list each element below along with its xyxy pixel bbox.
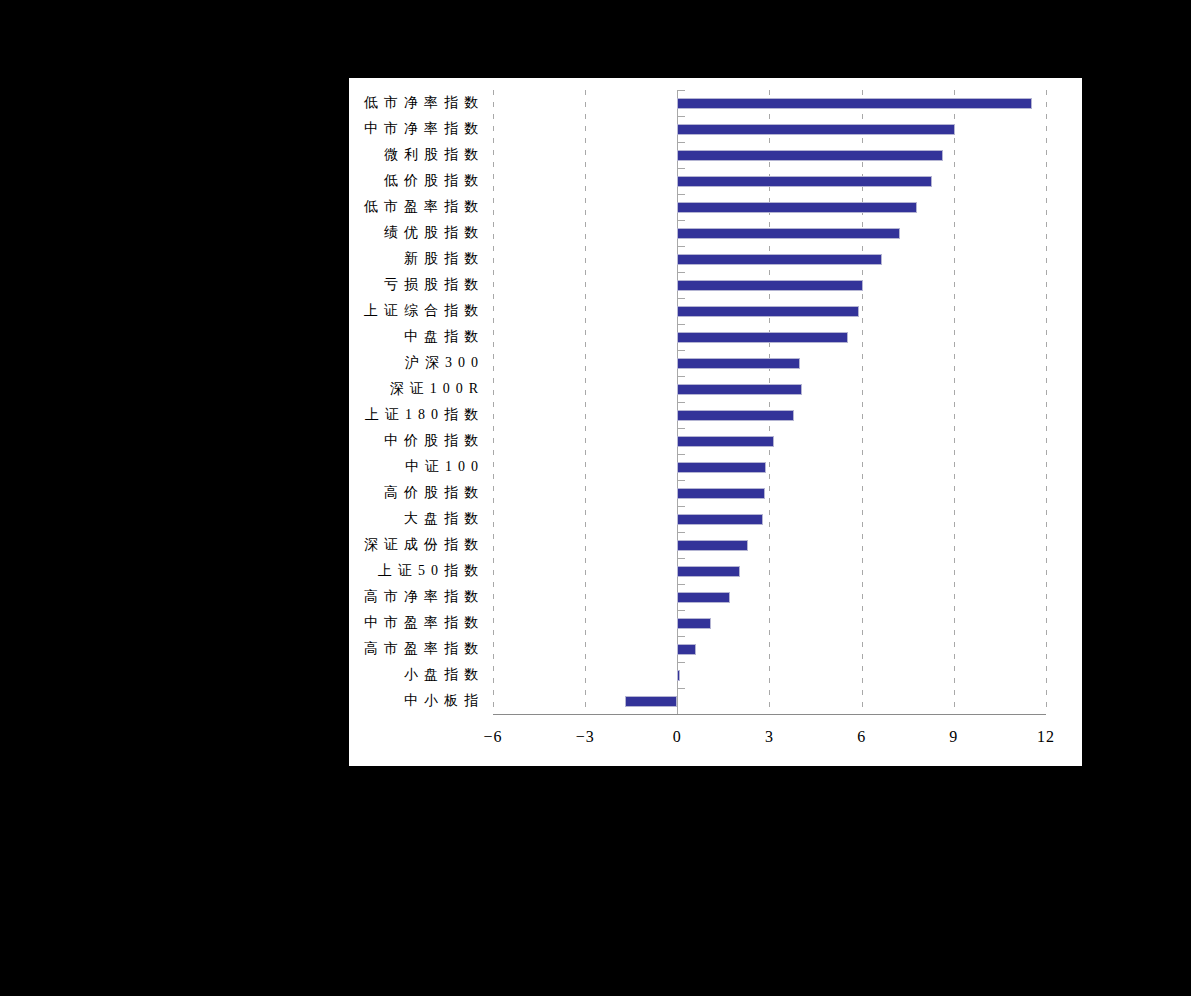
category-axis-tick [677,116,685,117]
category-axis-tick [677,506,685,507]
category-label: 小盘指数 [349,666,484,684]
x-axis [493,714,1046,715]
bar [677,306,858,317]
category-label: 大盘指数 [349,510,484,528]
gridline--6 [493,90,494,714]
category-label: 中盘指数 [349,328,484,346]
bar [677,592,729,603]
bar [677,566,740,577]
bar [625,696,677,707]
bar [677,254,881,265]
category-label: 低市盈率指数 [349,198,484,216]
category-axis-tick [677,428,685,429]
gridline--3 [585,90,586,714]
category-axis-tick [677,376,685,377]
category-label: 沪深300 [349,354,484,372]
x-tick-label: −6 [483,728,502,746]
bar [677,540,748,551]
bar [677,150,943,161]
category-label: 新股指数 [349,250,484,268]
category-axis-tick [677,454,685,455]
gridline-9 [954,90,955,714]
page-background: 低市净率指数中市净率指数微利股指数低价股指数低市盈率指数绩优股指数新股指数亏损股… [0,0,1191,996]
category-label: 中价股指数 [349,432,484,450]
category-axis-tick [677,298,685,299]
category-axis-tick [677,246,685,247]
category-label: 高价股指数 [349,484,484,502]
category-label: 深证100R [349,380,484,398]
category-axis-tick [677,220,685,221]
x-tick-label: 3 [765,728,774,746]
bar [677,332,848,343]
bar [677,124,955,135]
category-label: 低市净率指数 [349,94,484,112]
category-label: 绩优股指数 [349,224,484,242]
x-tick-label: 0 [673,728,682,746]
category-label: 上证综合指数 [349,302,484,320]
category-label: 微利股指数 [349,146,484,164]
bar [677,488,765,499]
category-label: 中市净率指数 [349,120,484,138]
category-axis-tick [677,532,685,533]
category-axis-tick [677,272,685,273]
x-tick-label: 6 [857,728,866,746]
category-axis-tick [677,610,685,611]
bar [677,670,680,681]
bar [677,514,763,525]
category-label: 亏损股指数 [349,276,484,294]
gridline-12 [1046,90,1047,714]
category-axis-tick [677,194,685,195]
bar [677,98,1032,109]
category-axis-tick [677,584,685,585]
category-label: 低价股指数 [349,172,484,190]
x-tick-label: 12 [1037,728,1055,746]
bar [677,436,774,447]
x-tick-label: −3 [576,728,595,746]
category-axis-tick [677,350,685,351]
bar [677,228,900,239]
category-axis-tick [677,90,685,91]
bar [677,384,801,395]
bar [677,202,917,213]
category-axis-tick [677,402,685,403]
category-label: 中市盈率指数 [349,614,484,632]
bar [677,280,863,291]
bar [677,462,766,473]
category-axis-tick [677,558,685,559]
bar [677,410,794,421]
category-label: 高市净率指数 [349,588,484,606]
x-tick-label: 9 [949,728,958,746]
category-axis-tick [677,324,685,325]
category-axis-tick [677,688,685,689]
category-axis-tick [677,142,685,143]
category-axis-tick [677,480,685,481]
category-label: 上证50指数 [349,562,484,580]
category-label: 高市盈率指数 [349,640,484,658]
category-label: 中证100 [349,458,484,476]
category-label: 深证成份指数 [349,536,484,554]
category-axis-tick [677,168,685,169]
bar [677,358,800,369]
bar [677,618,711,629]
category-label: 上证180指数 [349,406,484,424]
category-label: 中小板指 [349,692,484,710]
category-axis-tick [677,636,685,637]
bar [677,176,932,187]
chart-panel: 低市净率指数中市净率指数微利股指数低价股指数低市盈率指数绩优股指数新股指数亏损股… [349,78,1082,766]
category-axis-tick [677,662,685,663]
bar [677,644,695,655]
